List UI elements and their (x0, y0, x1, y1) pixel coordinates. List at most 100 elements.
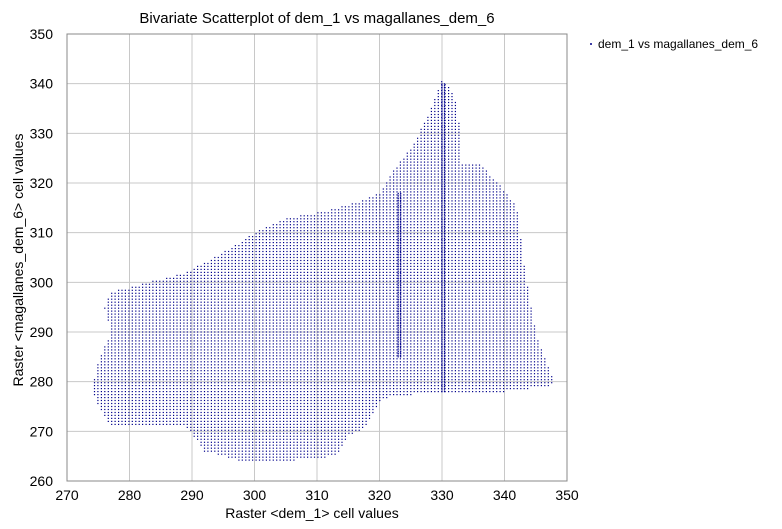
scatter-point (265, 283, 267, 285)
scatter-point (320, 391, 322, 393)
scatter-point (100, 358, 102, 360)
scatter-point (327, 325, 329, 327)
scatter-point (320, 402, 322, 405)
scatter-point (310, 382, 312, 384)
scatter-point (279, 447, 281, 449)
scatter-point (344, 361, 346, 363)
scatter-point (224, 405, 226, 408)
scatter-point (214, 399, 216, 402)
scatter-point (344, 245, 346, 247)
scatter-point (138, 316, 140, 318)
scatter-point (307, 441, 309, 443)
scatter-point (286, 453, 288, 455)
scatter-point (138, 402, 140, 405)
scatter-point (228, 456, 230, 458)
scatter-point (128, 328, 130, 330)
scatter-point (355, 319, 357, 321)
scatter-point (97, 382, 99, 384)
scatter-point (118, 391, 120, 393)
scatter-point (179, 391, 181, 393)
scatter-point (279, 402, 281, 405)
scatter-point (317, 388, 319, 390)
scatter-point (269, 349, 271, 351)
scatter-point (341, 253, 343, 256)
scatter-point (320, 319, 322, 321)
scatter-point (262, 239, 264, 241)
scatter-point (355, 295, 357, 297)
scatter-point (224, 250, 226, 253)
scatter-point (214, 340, 216, 342)
scatter-point (128, 292, 130, 294)
scatter-point (303, 253, 305, 256)
scatter-point (320, 420, 322, 422)
scatter-point (286, 262, 288, 265)
scatter-point (331, 224, 333, 226)
scatter-point (283, 248, 285, 250)
scatter-point (272, 292, 274, 294)
scatter-point (186, 382, 188, 384)
scatter-point (152, 328, 154, 330)
scatter-point (320, 423, 322, 425)
scatter-point (324, 346, 326, 348)
scatter-point (111, 376, 113, 378)
scatter-point (241, 414, 243, 416)
scatter-point (276, 304, 278, 306)
scatter-point (265, 388, 267, 390)
scatter-point (221, 292, 223, 294)
scatter-point (296, 289, 298, 291)
scatter-point (173, 349, 175, 351)
scatter-point (324, 215, 326, 217)
scatter-point (241, 280, 243, 282)
scatter-point (186, 274, 188, 276)
scatter-point (310, 230, 312, 232)
scatter-point (228, 295, 230, 297)
scatter-point (265, 382, 267, 384)
scatter-point (307, 325, 309, 327)
scatter-point (176, 316, 178, 318)
scatter-point (118, 417, 120, 419)
scatter-point (283, 292, 285, 294)
scatter-point (152, 391, 154, 393)
scatter-point (272, 343, 274, 345)
scatter-point (118, 292, 120, 294)
scatter-point (265, 265, 267, 267)
scatter-point (148, 388, 151, 390)
scatter-point (193, 319, 195, 321)
scatter-point (210, 370, 212, 372)
scatter-point (200, 370, 202, 372)
scatter-point (286, 346, 288, 348)
scatter-point (310, 414, 312, 416)
scatter-point (166, 307, 168, 309)
scatter-point (255, 450, 257, 452)
scatter-point (327, 444, 329, 446)
scatter-point (313, 265, 316, 267)
scatter-point (276, 450, 278, 452)
scatter-point (234, 411, 236, 414)
scatter-point (234, 245, 236, 247)
scatter-point (344, 286, 346, 288)
scatter-point (279, 435, 281, 437)
scatter-point (176, 328, 178, 330)
scatter-point (248, 250, 250, 253)
scatter-point (183, 361, 185, 363)
scatter-point (279, 268, 281, 270)
scatter-point (128, 382, 130, 384)
scatter-point (207, 262, 209, 265)
scatter-point (258, 343, 261, 345)
scatter-point (155, 313, 157, 315)
scatter-point (238, 316, 240, 318)
scatter-point (183, 346, 185, 348)
scatter-point (155, 417, 157, 419)
scatter-point (303, 319, 305, 321)
scatter-point (162, 414, 164, 416)
scatter-point (228, 304, 230, 306)
scatter-point (303, 346, 305, 348)
scatter-point (241, 340, 243, 342)
scatter-point (186, 355, 188, 357)
scatter-point (210, 334, 212, 336)
scatter-point (276, 453, 278, 455)
scatter-point (286, 313, 288, 315)
scatter-point (351, 227, 353, 229)
scatter-point (286, 355, 288, 357)
scatter-point (193, 289, 195, 291)
